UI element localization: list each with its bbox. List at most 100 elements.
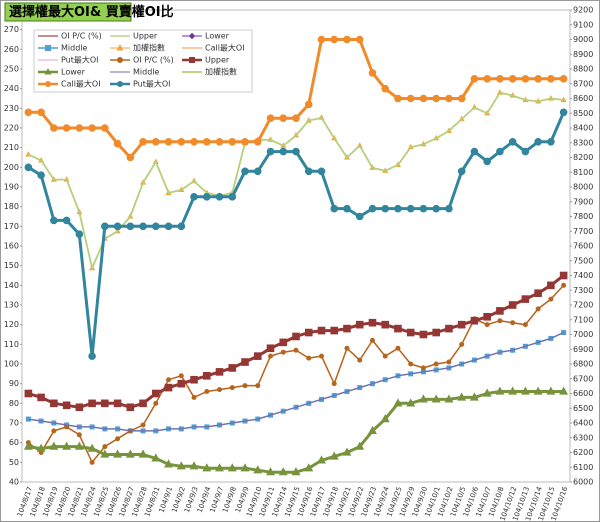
- point: [177, 379, 186, 388]
- point: [546, 386, 556, 395]
- point: [37, 393, 45, 402]
- point: [419, 204, 428, 213]
- point: [228, 137, 237, 146]
- point: [482, 388, 492, 397]
- point: [406, 328, 415, 337]
- point: [202, 137, 211, 146]
- point: [406, 204, 415, 213]
- point: [520, 386, 530, 395]
- point: [508, 301, 517, 309]
- point: [166, 377, 172, 383]
- point: [215, 463, 225, 472]
- point: [177, 137, 186, 146]
- y2-tick-label: 7800: [573, 212, 593, 221]
- point: [457, 167, 466, 176]
- point: [153, 400, 159, 406]
- point: [49, 441, 59, 450]
- point: [76, 432, 82, 438]
- point: [343, 35, 351, 44]
- y2-tick-label: 6100: [573, 463, 593, 472]
- point: [330, 204, 339, 213]
- series-line: [28, 91, 564, 269]
- point: [101, 222, 109, 231]
- point: [126, 222, 135, 231]
- point: [431, 394, 441, 403]
- point: [470, 147, 479, 156]
- point: [559, 386, 569, 395]
- point: [342, 447, 352, 456]
- point: [444, 394, 454, 403]
- point: [36, 443, 46, 452]
- point: [445, 324, 453, 333]
- point: [559, 75, 568, 83]
- point: [228, 193, 237, 201]
- y-tick-label: 260: [4, 45, 19, 54]
- y2-tick-label: 8900: [573, 50, 593, 59]
- point: [215, 368, 224, 376]
- point: [368, 204, 377, 213]
- point: [177, 222, 186, 231]
- y2-tick-label: 7200: [573, 301, 593, 310]
- point: [191, 394, 197, 400]
- legend-marker: [117, 57, 123, 63]
- point: [534, 137, 542, 146]
- point: [240, 463, 250, 472]
- legend-label: Middle: [133, 68, 160, 77]
- y-tick-label: 270: [4, 25, 19, 34]
- point: [559, 108, 568, 117]
- point: [280, 349, 286, 355]
- point: [152, 137, 160, 146]
- point: [102, 444, 108, 450]
- point: [508, 386, 518, 395]
- chart-title: 選擇權最大OI& 買賣權OI比: [9, 4, 174, 20]
- point: [253, 465, 263, 474]
- point: [445, 94, 453, 103]
- point: [534, 289, 542, 297]
- point: [496, 307, 504, 315]
- point: [24, 163, 33, 172]
- point: [292, 114, 300, 122]
- point: [395, 345, 401, 351]
- y2-tick-label: 6800: [573, 360, 593, 369]
- y-tick-label: 50: [9, 458, 19, 467]
- point: [355, 441, 365, 450]
- point: [497, 318, 503, 324]
- legend-label: Lower: [61, 68, 86, 77]
- point: [304, 100, 313, 109]
- point: [37, 108, 45, 117]
- point: [50, 216, 58, 225]
- point: [217, 387, 223, 393]
- point: [115, 436, 121, 442]
- legend-marker: [116, 43, 124, 51]
- point: [483, 157, 491, 166]
- point: [343, 324, 351, 333]
- point: [241, 137, 249, 146]
- point: [293, 347, 299, 353]
- point: [521, 75, 530, 83]
- point: [75, 124, 84, 132]
- point: [164, 383, 173, 392]
- point: [547, 281, 555, 290]
- point: [75, 230, 84, 238]
- point: [51, 428, 57, 434]
- point: [101, 124, 109, 132]
- y2-tick-label: 8500: [573, 109, 593, 118]
- legend-marker: [188, 32, 196, 40]
- point: [496, 147, 504, 156]
- legend-marker: [189, 57, 195, 63]
- point: [227, 463, 237, 472]
- y-tick-label: 40: [9, 478, 19, 487]
- point: [139, 222, 147, 231]
- y-tick-label: 230: [4, 104, 19, 113]
- point: [304, 463, 314, 472]
- point: [330, 35, 339, 44]
- y2-tick-label: 8800: [573, 65, 593, 74]
- point: [50, 124, 58, 132]
- point: [393, 398, 403, 407]
- y2-tick-label: 7700: [573, 227, 593, 236]
- point: [329, 451, 339, 460]
- point: [228, 364, 237, 372]
- point: [457, 392, 467, 401]
- point: [37, 171, 45, 179]
